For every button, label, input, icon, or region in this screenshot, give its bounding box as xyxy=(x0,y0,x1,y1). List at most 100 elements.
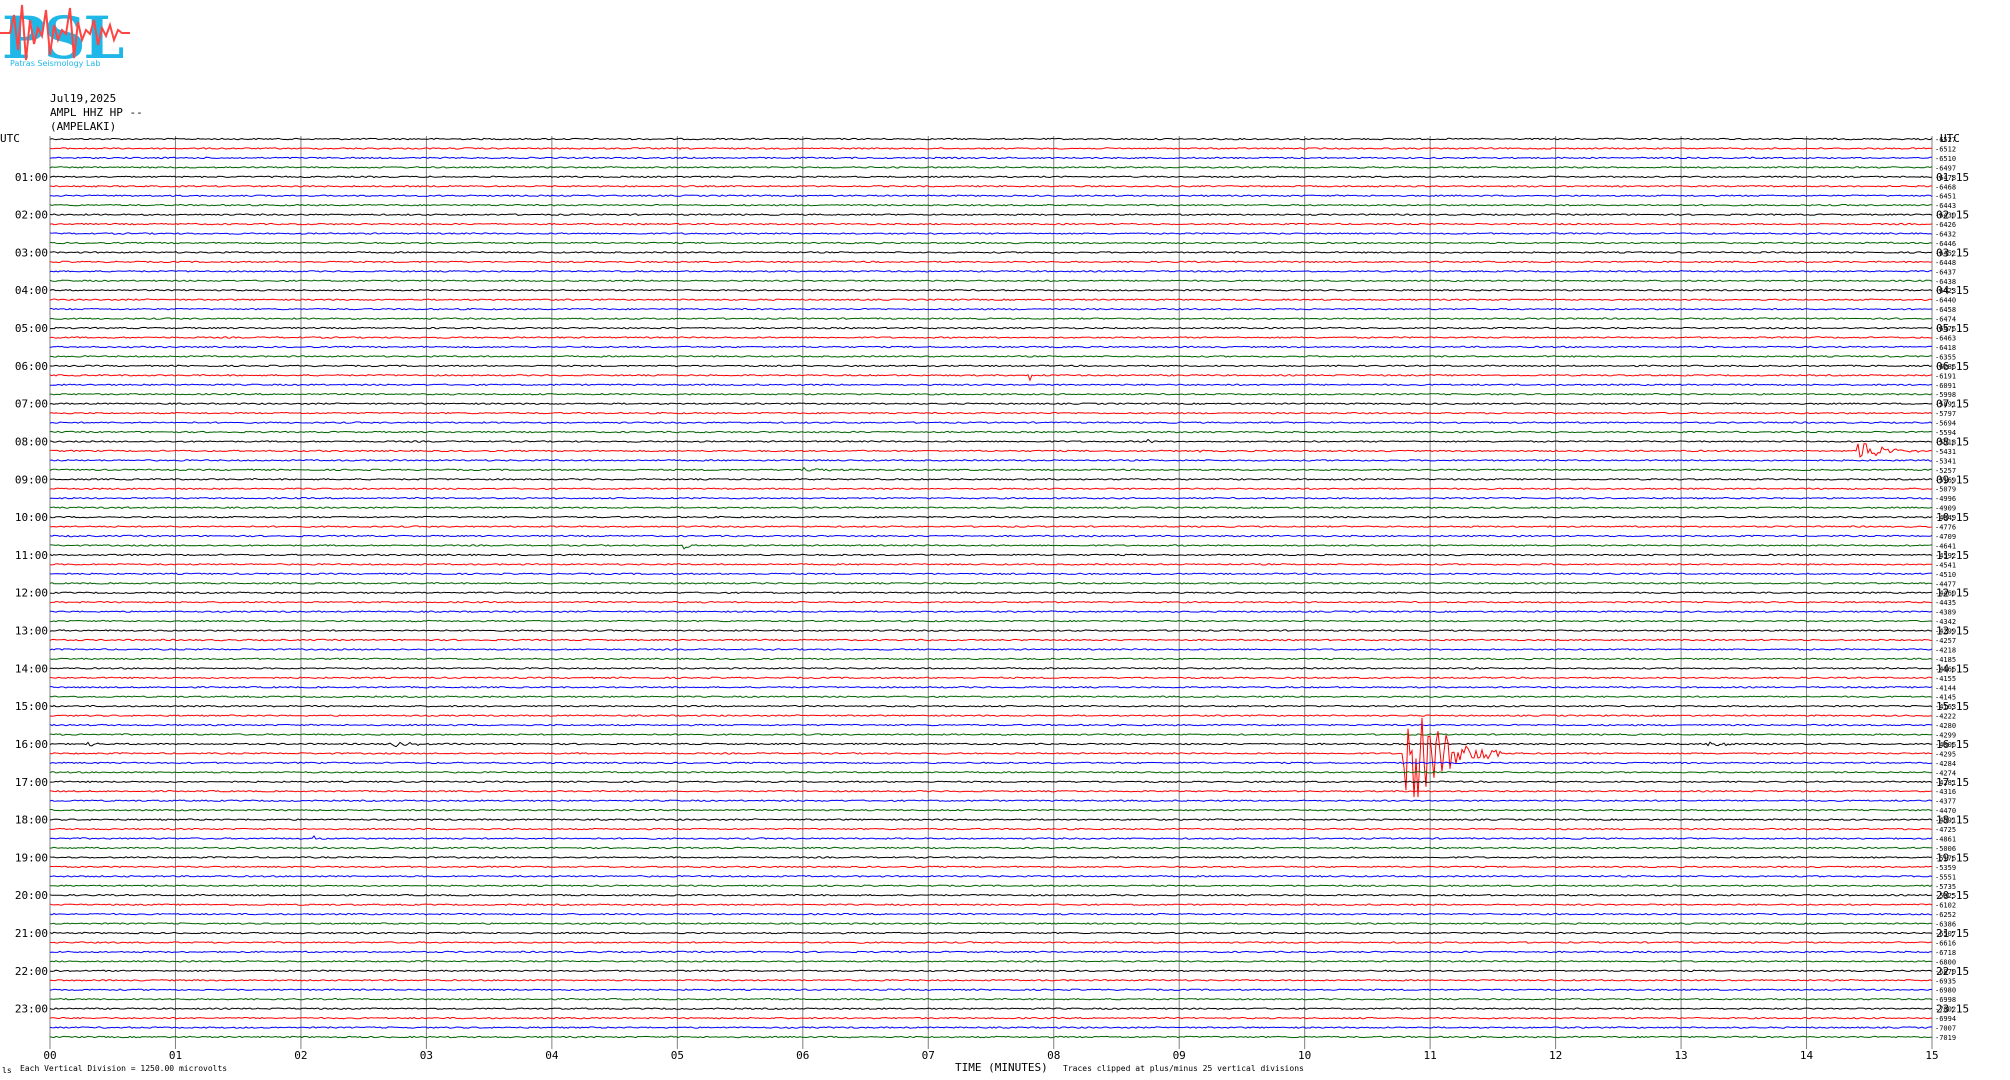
seismic-trace xyxy=(49,865,1932,869)
seismic-trace xyxy=(49,619,1933,623)
trace-offset-label: -5257 xyxy=(1935,467,1956,475)
trace-offset-label: -4849 xyxy=(1935,514,1956,522)
seismic-trace xyxy=(49,241,1933,245)
seismic-trace xyxy=(49,194,1933,197)
right-hour-label: 11:15 xyxy=(1936,549,1969,562)
trace-offset-label: -5359 xyxy=(1935,864,1956,872)
trace-offset-label: -4306 xyxy=(1935,741,1956,749)
seismic-trace xyxy=(49,969,1933,973)
seismic-trace xyxy=(49,1007,1933,1010)
left-hour-label: 03:00 xyxy=(15,246,48,259)
trace-offset-label: -4281 xyxy=(1935,779,1956,787)
seismic-trace xyxy=(49,827,1932,831)
vertical-division-note: Each Vertical Division = 1250.00 microvo… xyxy=(20,1064,228,1073)
trace-offset-label: -6463 xyxy=(1935,335,1956,343)
right-hour-label: 23:15 xyxy=(1936,1003,1969,1016)
seismic-trace xyxy=(49,835,1933,840)
seismic-trace xyxy=(49,326,1933,330)
x-tick-label: 11 xyxy=(1424,1049,1437,1062)
trace-offset-label: -6458 xyxy=(1935,306,1956,314)
seismic-trace xyxy=(49,345,1933,349)
right-hour-label: 15:15 xyxy=(1936,700,1969,713)
x-tick-label: 12 xyxy=(1549,1049,1562,1062)
seismic-trace xyxy=(49,402,1933,405)
psl-logo: PSL Patras Seismology Lab xyxy=(0,4,130,70)
trace-offset-label: -4591 xyxy=(1935,817,1956,825)
seismic-trace xyxy=(49,789,1933,793)
trace-offset-label: -4163 xyxy=(1935,703,1956,711)
right-hour-label: 10:15 xyxy=(1936,511,1969,524)
seismic-trace xyxy=(49,893,1933,897)
seismic-trace xyxy=(49,1016,1933,1020)
right-hour-label: 06:15 xyxy=(1936,360,1969,373)
x-tick-label: 07 xyxy=(922,1049,935,1062)
left-hour-label: 21:00 xyxy=(15,927,48,940)
right-hour-label: 20:15 xyxy=(1936,889,1969,902)
trace-offset-label: -4144 xyxy=(1935,684,1956,692)
left-hour-label: 08:00 xyxy=(15,435,48,448)
trace-offset-label: -5006 xyxy=(1935,845,1956,853)
left-hour-label: 10:00 xyxy=(15,511,48,524)
trace-offset-label: -6468 xyxy=(1935,183,1956,191)
seismic-trace xyxy=(49,856,1933,859)
seismic-trace xyxy=(49,988,1933,991)
trace-offset-label: -6507 xyxy=(1935,930,1956,938)
trace-offset-label: -7019 xyxy=(1935,1034,1956,1042)
seismic-trace xyxy=(50,544,1933,550)
trace-offset-label: -6448 xyxy=(1935,259,1956,267)
seismic-trace xyxy=(49,506,1933,510)
seismic-trace xyxy=(49,364,1933,368)
seismic-trace xyxy=(49,411,1933,415)
trace-offset-label: -6527 xyxy=(1935,136,1956,144)
left-hour-label: 23:00 xyxy=(15,1003,48,1016)
trace-offset-label: -5341 xyxy=(1935,457,1956,465)
plot-date: Jul19,2025 xyxy=(50,92,117,105)
right-hour-label: 05:15 xyxy=(1936,322,1969,335)
x-axis-title: TIME (MINUTES) xyxy=(955,1061,1048,1074)
right-hour-label: 02:15 xyxy=(1936,209,1969,222)
trace-offset-label: -4477 xyxy=(1935,580,1956,588)
seismic-trace xyxy=(49,741,1932,748)
seismic-trace xyxy=(49,373,1933,382)
seismic-trace xyxy=(50,808,1933,812)
trace-offset-label: -4861 xyxy=(1935,835,1956,843)
seismic-trace xyxy=(50,686,1933,689)
trace-offset-label: -4776 xyxy=(1935,524,1956,532)
trace-offset-label: -4185 xyxy=(1935,656,1956,664)
right-hour-label: 22:15 xyxy=(1936,965,1969,978)
trace-offset-label: -5594 xyxy=(1935,429,1956,437)
trace-offset-label: -5169 xyxy=(1935,476,1956,484)
trace-offset-label: -6718 xyxy=(1935,949,1956,957)
trace-offset-label: -4541 xyxy=(1935,561,1956,569)
seismic-trace xyxy=(49,355,1933,358)
seismic-trace xyxy=(49,733,1933,736)
trace-offset-label: -6870 xyxy=(1935,968,1956,976)
right-hour-label: 18:15 xyxy=(1936,814,1969,827)
trace-offset-label: -6437 xyxy=(1935,268,1956,276)
left-hour-label: 04:00 xyxy=(15,284,48,297)
seismic-trace xyxy=(49,383,1933,387)
left-hour-label: 09:00 xyxy=(15,473,48,486)
right-hour-label: 21:15 xyxy=(1936,927,1969,940)
trace-offset-label: -4342 xyxy=(1935,618,1956,626)
seismic-trace xyxy=(49,818,1933,821)
seismic-trace xyxy=(49,714,1933,717)
seismic-trace xyxy=(49,884,1933,888)
left-axis-label: UTC xyxy=(0,132,20,145)
seismic-trace xyxy=(49,459,1933,462)
x-tick-label: 15 xyxy=(1925,1049,1938,1062)
seismic-trace xyxy=(49,392,1933,396)
trace-offset-label: -6443 xyxy=(1935,202,1956,210)
right-hour-label: 19:15 xyxy=(1936,851,1969,864)
trace-offset-label: -6091 xyxy=(1935,382,1956,390)
seismic-trace xyxy=(49,695,1933,698)
seismic-trace xyxy=(49,336,1933,339)
trace-offset-label: -6386 xyxy=(1935,921,1956,929)
trace-offset-label: -4996 xyxy=(1935,495,1956,503)
left-hour-label: 06:00 xyxy=(15,360,48,373)
seismic-trace xyxy=(49,979,1933,982)
trace-offset-label: -6418 xyxy=(1935,344,1956,352)
seismic-trace xyxy=(49,1035,1933,1039)
seismic-trace xyxy=(49,950,1932,954)
